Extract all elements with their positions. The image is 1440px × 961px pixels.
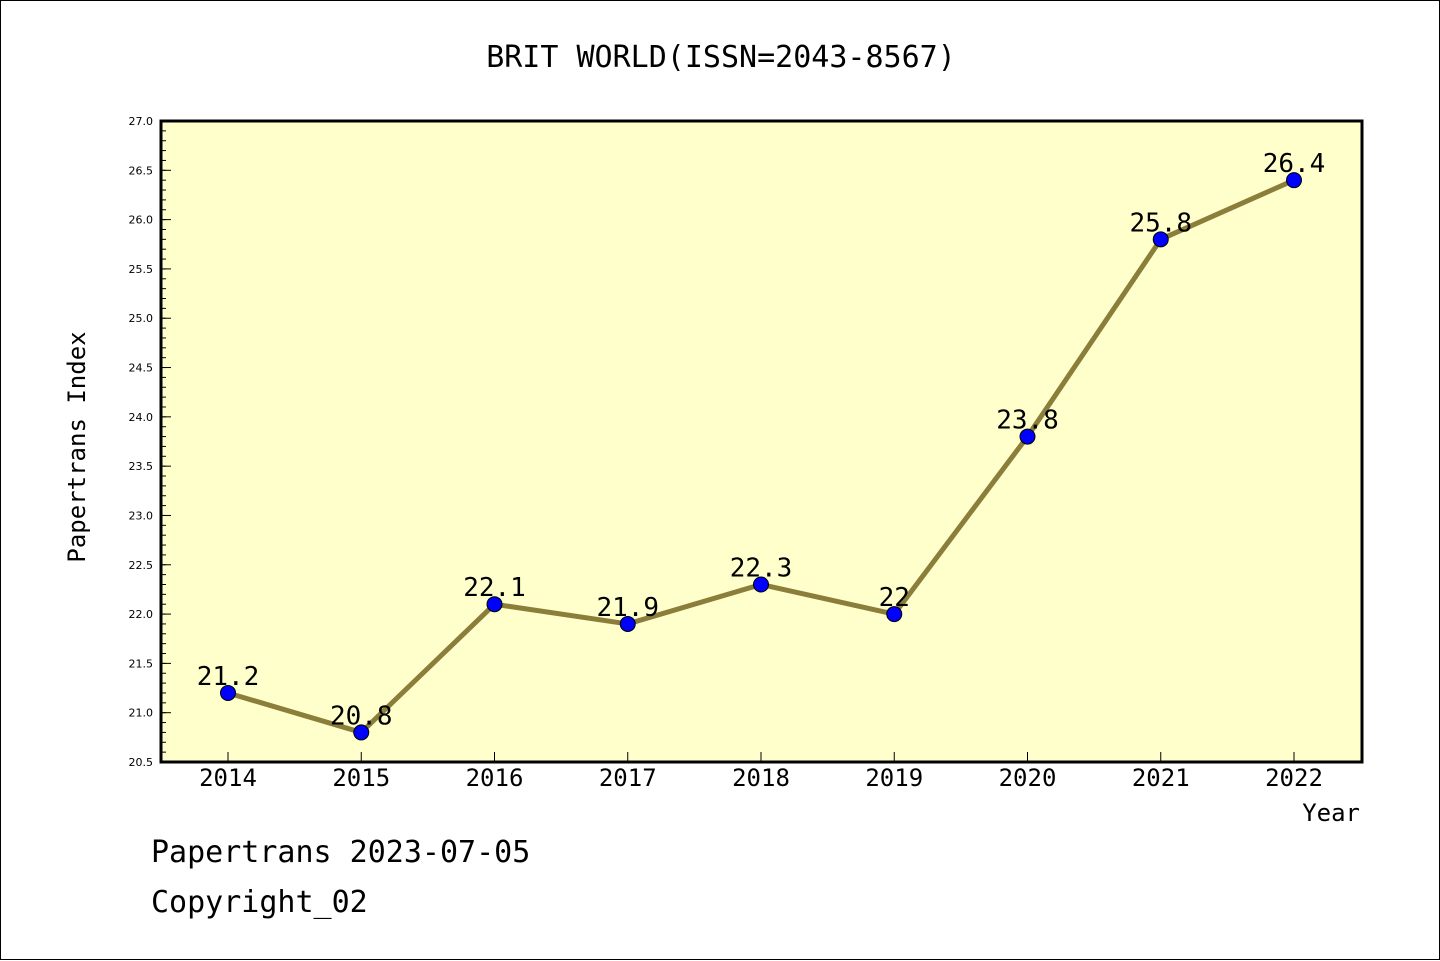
- data-label: 26.4: [1263, 149, 1326, 179]
- y-tick-label: 20.5: [129, 756, 154, 769]
- x-tick-label: 2014: [199, 764, 257, 792]
- y-axis: 20.5 21.0 21.5 22.0 22.5 23.0 23.5 24.0 24.5 25.0…: [129, 115, 171, 769]
- data-point: [486, 596, 503, 613]
- x-axis: 2014 2015 2016 2017 2018 2019 2020 2021 2022: [199, 752, 1323, 792]
- y-tick-label: 24.0: [129, 411, 154, 424]
- data-label: 25.8: [1129, 208, 1192, 238]
- plot-area: [161, 121, 1362, 762]
- data-point: [619, 615, 636, 632]
- data-label: 21.9: [596, 593, 659, 623]
- footer-copyright: Copyright_02: [151, 885, 368, 920]
- x-tick-label: 2018: [732, 764, 790, 792]
- x-tick-label: 2016: [466, 764, 524, 792]
- y-tick-label: 21.0: [129, 707, 154, 720]
- y-tick-label: 27.0: [129, 115, 154, 128]
- data-label-group: 21.2 20.8 22.1 21.9 22.3 22 23.8 25.8 26.4: [197, 149, 1326, 731]
- x-tick-label: 2015: [332, 764, 390, 792]
- y-tick-label: 23.5: [129, 460, 154, 473]
- data-point: [1019, 428, 1036, 445]
- x-axis-label: Year: [1302, 799, 1360, 827]
- data-label: 22.3: [730, 553, 793, 583]
- y-tick-label: 26.5: [129, 164, 154, 177]
- footer-date: Papertrans 2023-07-05: [151, 835, 531, 870]
- data-point: [220, 684, 236, 701]
- data-point: [1152, 231, 1169, 248]
- data-point: [353, 724, 370, 741]
- series-line-group: [220, 172, 1302, 741]
- x-tick-label: 2021: [1132, 764, 1190, 792]
- y-tick-label: 25.5: [129, 263, 154, 276]
- x-tick-label: 2017: [599, 764, 657, 792]
- data-label: 23.8: [996, 406, 1059, 436]
- x-tick-label: 2022: [1265, 764, 1323, 792]
- data-label: 22: [879, 583, 910, 613]
- x-tick-label: 2019: [865, 764, 923, 792]
- data-label: 22.1: [463, 573, 526, 603]
- y-tick-label: 22.0: [129, 608, 154, 621]
- data-point: [886, 606, 903, 623]
- y-tick-label: 22.5: [129, 559, 154, 572]
- y-tick-label: 21.5: [129, 657, 154, 670]
- y-tick-label: 25.0: [129, 312, 154, 325]
- y-tick-label: 23.0: [129, 509, 154, 522]
- y-tick-label: 24.5: [129, 362, 154, 375]
- x-tick-label: 2020: [999, 764, 1057, 792]
- data-point: [1286, 172, 1302, 189]
- plot-border: [159, 119, 1364, 764]
- data-point: [753, 576, 769, 593]
- chart-title: BRIT WORLD(ISSN=2043-8567): [486, 40, 956, 75]
- y-axis-label: Papertrans Index: [63, 331, 91, 562]
- data-label: 20.8: [330, 701, 393, 731]
- y-tick-label: 26.0: [129, 214, 154, 227]
- data-label: 21.2: [197, 662, 260, 692]
